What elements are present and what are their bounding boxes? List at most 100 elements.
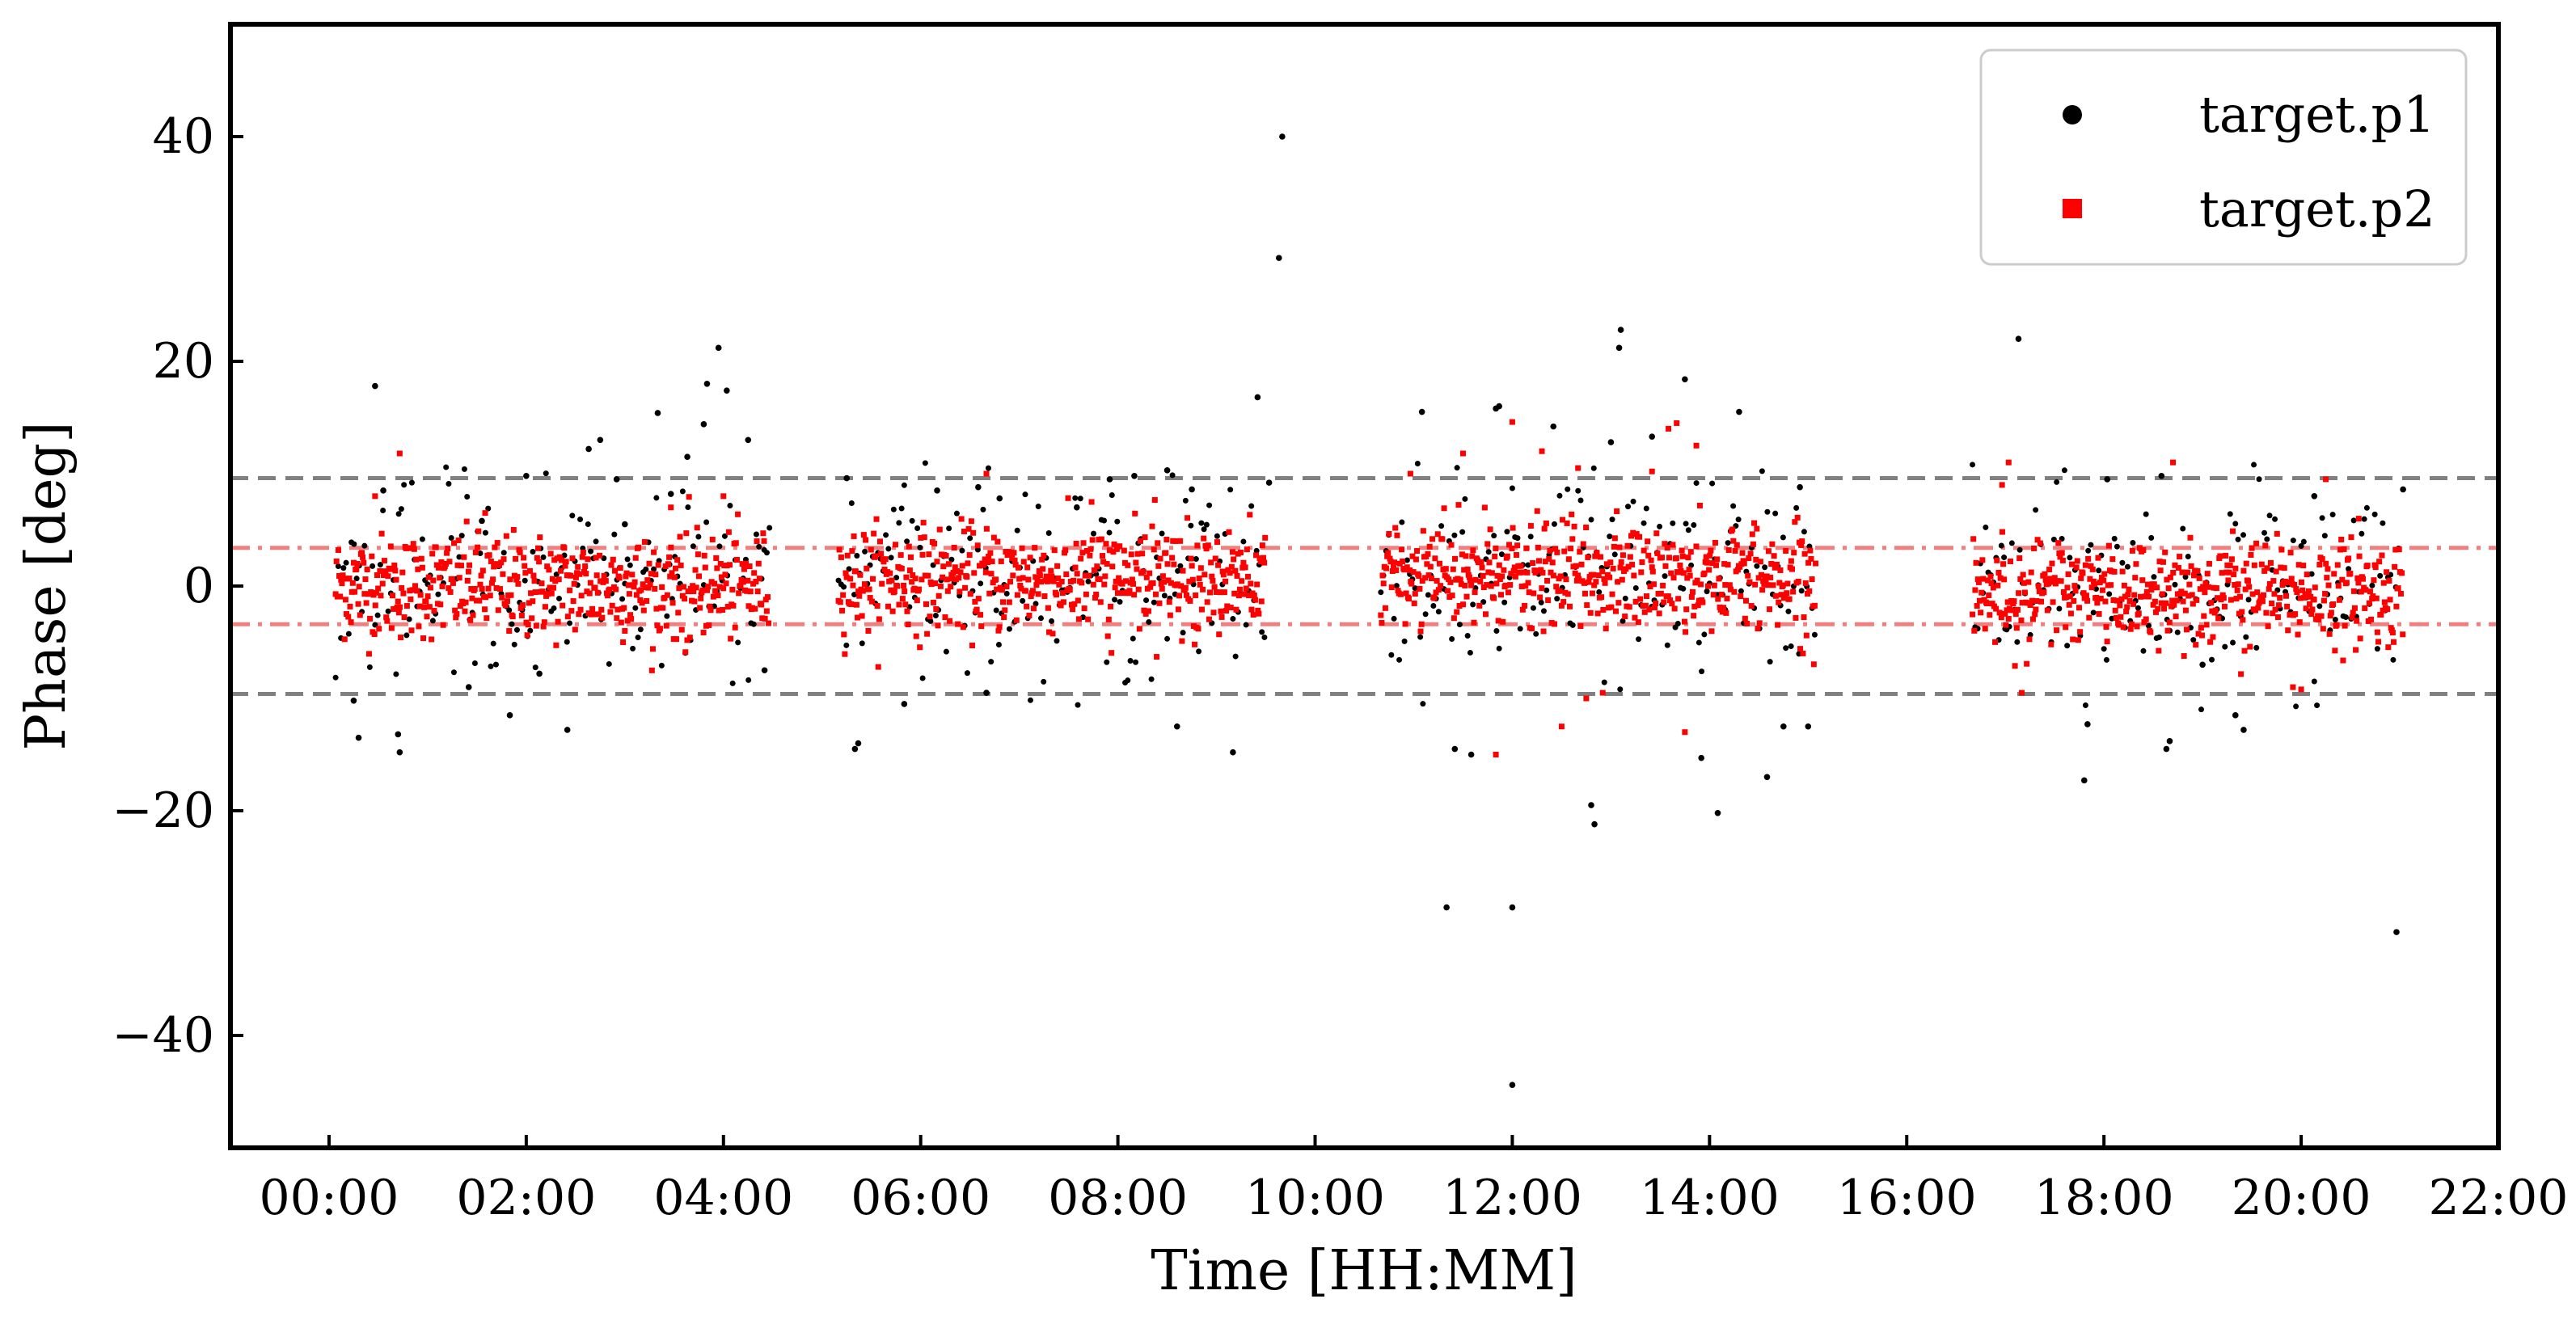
point-target-p2 (682, 596, 688, 602)
point-target-p2 (2333, 622, 2340, 628)
point-target-p2 (1544, 577, 1551, 584)
point-target-p2 (1072, 564, 1079, 571)
point-target-p2 (1510, 567, 1517, 574)
point-target-p2 (1721, 605, 1727, 611)
point-target-p2 (1797, 646, 1804, 652)
point-target-p2 (2119, 568, 2126, 575)
point-target-p2 (2186, 581, 2193, 588)
point-target-p2 (1031, 605, 1037, 612)
point-target-p2 (417, 592, 424, 598)
point-target-p2 (1171, 561, 1177, 567)
point-target-p2 (1200, 586, 1206, 593)
point-target-p1 (1709, 480, 1716, 487)
point-target-p2 (1386, 530, 1392, 537)
point-target-p2 (978, 612, 984, 618)
point-target-p2 (1757, 559, 1763, 565)
point-target-p1 (1683, 521, 1689, 527)
point-target-p2 (2170, 459, 2177, 466)
point-target-p2 (1026, 612, 1033, 618)
point-target-p2 (497, 586, 504, 593)
point-target-p2 (1024, 564, 1031, 571)
point-target-p2 (513, 555, 519, 562)
point-target-p2 (1540, 628, 1547, 635)
point-target-p2 (1169, 555, 1176, 561)
point-target-p2 (1731, 588, 1738, 595)
point-target-p2 (1231, 556, 1237, 563)
point-target-p2 (2126, 586, 2132, 593)
point-target-p2 (476, 597, 483, 604)
point-target-p2 (1658, 590, 1664, 597)
point-target-p1 (1027, 697, 1033, 703)
point-target-p2 (1134, 550, 1141, 557)
point-target-p2 (1805, 559, 1812, 566)
point-target-p2 (1411, 600, 1417, 606)
point-target-p2 (2265, 623, 2271, 630)
point-target-p2 (567, 587, 573, 593)
point-target-p2 (364, 566, 370, 572)
point-target-p2 (1466, 574, 1472, 580)
point-target-p2 (1730, 538, 1737, 544)
point-target-p2 (1101, 581, 1108, 588)
point-target-p2 (1756, 620, 1763, 626)
point-target-p2 (1974, 603, 1980, 609)
point-target-p1 (1509, 1082, 1516, 1088)
point-target-p2 (2002, 610, 2008, 617)
point-target-p2 (1408, 580, 1415, 587)
point-target-p2 (424, 614, 430, 620)
point-target-p2 (2340, 657, 2346, 664)
point-target-p2 (2323, 560, 2329, 567)
point-target-p2 (2227, 562, 2233, 568)
point-target-p2 (677, 533, 683, 540)
point-target-p2 (2203, 622, 2210, 628)
point-target-p2 (988, 571, 995, 577)
point-target-p2 (1210, 577, 1216, 584)
point-target-p2 (2029, 597, 2035, 604)
point-target-p1 (1091, 530, 1097, 537)
point-target-p2 (2020, 571, 2026, 578)
point-target-p2 (2248, 551, 2254, 558)
point-target-p2 (1573, 563, 1579, 569)
point-target-p2 (1679, 553, 1686, 559)
point-target-p2 (2251, 562, 2257, 568)
point-target-p1 (2359, 530, 2365, 537)
point-target-p1 (1391, 615, 1397, 622)
point-target-p2 (572, 626, 578, 633)
point-target-p2 (697, 605, 703, 611)
point-target-p2 (2309, 606, 2316, 613)
point-target-p2 (2175, 565, 2181, 571)
point-target-p1 (854, 553, 860, 559)
point-target-p2 (429, 550, 436, 557)
point-target-p2 (1250, 612, 1256, 618)
point-target-p2 (1389, 568, 1396, 575)
point-target-p2 (2231, 571, 2237, 578)
point-target-p2 (839, 607, 846, 614)
point-target-p2 (2258, 561, 2265, 567)
point-target-p2 (569, 555, 576, 562)
point-target-p2 (1049, 630, 1056, 637)
point-target-p2 (2355, 580, 2362, 586)
point-target-p1 (471, 660, 478, 667)
point-target-p2 (475, 544, 481, 550)
point-target-p2 (1526, 589, 1532, 596)
point-target-p2 (2126, 598, 2133, 605)
point-target-p2 (1742, 597, 1749, 604)
point-target-p2 (612, 567, 619, 574)
point-target-p1 (2390, 656, 2397, 663)
point-target-p2 (2125, 592, 2131, 598)
point-target-p2 (463, 518, 470, 525)
point-target-p2 (1071, 577, 1077, 584)
point-target-p2 (1213, 588, 1219, 595)
point-target-p2 (2155, 605, 2161, 612)
point-target-p1 (2158, 472, 2165, 479)
point-target-p2 (2323, 476, 2329, 483)
point-target-p2 (469, 595, 475, 601)
point-target-p2 (625, 582, 631, 588)
point-target-p2 (1058, 602, 1064, 609)
point-target-p1 (2342, 614, 2349, 620)
point-target-p1 (465, 684, 472, 690)
point-target-p2 (410, 541, 416, 547)
point-target-p1 (637, 626, 644, 633)
point-target-p2 (1583, 695, 1590, 702)
point-target-p2 (2141, 619, 2147, 626)
point-target-p2 (2370, 593, 2376, 600)
